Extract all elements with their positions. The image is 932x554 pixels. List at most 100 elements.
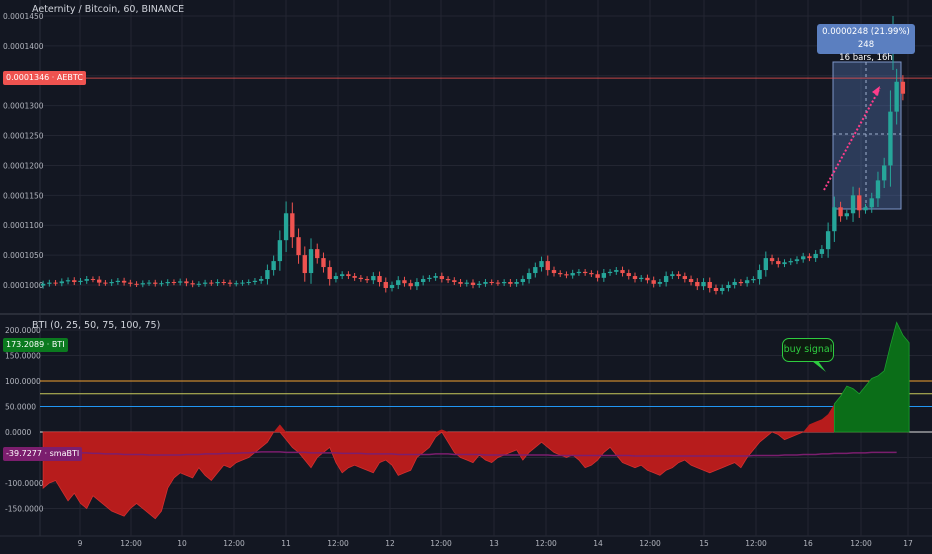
sma-value: -39.7277 xyxy=(6,449,42,458)
candle-body xyxy=(321,258,326,268)
candle-body xyxy=(720,287,725,291)
candle-body xyxy=(888,111,893,166)
time-tick-label: 12:00 xyxy=(120,539,142,548)
measure-arrowhead xyxy=(872,86,880,96)
candle-body xyxy=(763,258,769,271)
candle-body xyxy=(882,165,887,181)
candle-body xyxy=(832,207,837,232)
bti-positive-area xyxy=(43,322,910,432)
candle-body xyxy=(40,283,46,286)
candle-body xyxy=(470,282,476,285)
candle-body xyxy=(97,279,102,283)
time-tick-label: 17 xyxy=(903,539,913,548)
candle-body xyxy=(900,81,906,94)
candle-body xyxy=(221,282,226,284)
candle-body xyxy=(358,277,364,280)
time-tick-label: 12:00 xyxy=(535,539,557,548)
candle-body xyxy=(589,273,594,275)
candle-body xyxy=(258,279,264,281)
time-tick-label: 11 xyxy=(281,539,291,548)
candle-body xyxy=(477,283,482,285)
candle-body xyxy=(72,280,77,283)
candle-body xyxy=(751,279,756,281)
candle-body xyxy=(464,282,469,284)
candle-body xyxy=(290,213,295,238)
candle-body xyxy=(171,282,177,284)
candle-body xyxy=(408,283,413,287)
candle-body xyxy=(389,285,395,288)
bti-tick-label: 200.0000 xyxy=(5,326,41,335)
last-price-symbol: AEBTC xyxy=(56,73,83,82)
time-tick-label: 16 xyxy=(803,539,813,548)
price-tick-label: 0.0001000 xyxy=(3,281,44,290)
candle-body xyxy=(776,261,781,265)
candle-body xyxy=(782,262,787,265)
measure-line1: 0.0000248 (21.99%) 248 xyxy=(822,27,910,50)
time-tick-label: 12:00 xyxy=(745,539,767,548)
candle-body xyxy=(115,280,121,283)
candle-body xyxy=(377,276,382,283)
candle-body xyxy=(744,280,750,284)
candle-body xyxy=(414,282,420,287)
measure-line2: 16 bars, 16h xyxy=(839,53,893,63)
candle-body xyxy=(875,180,881,199)
candle-body xyxy=(252,280,258,283)
candle-body xyxy=(364,279,370,281)
candle-body xyxy=(90,279,96,281)
candle-body xyxy=(339,274,345,277)
candle-body xyxy=(564,274,569,276)
candle-body xyxy=(153,282,158,284)
candle-body xyxy=(651,280,656,284)
candle-body xyxy=(595,274,600,278)
price-tick-label: 0.0001050 xyxy=(3,251,44,260)
candle-body xyxy=(240,282,245,284)
candle-body xyxy=(165,282,170,284)
candle-body xyxy=(383,282,388,288)
candle-body xyxy=(159,283,164,285)
candle-body xyxy=(402,280,407,284)
candle-body xyxy=(190,283,195,285)
candle-body xyxy=(458,282,463,284)
candle-body xyxy=(713,287,719,291)
candle-body xyxy=(508,282,513,284)
candle-body xyxy=(663,276,669,283)
candle-body xyxy=(296,237,301,256)
time-tick-label: 10 xyxy=(177,539,187,548)
candle-body xyxy=(632,276,638,280)
candle-body xyxy=(333,276,339,280)
last-price-value: 0.0001346 xyxy=(6,73,50,82)
candle-body xyxy=(850,195,856,214)
bti-value-tag: 173.2089 · BTI xyxy=(3,338,68,352)
candle-body xyxy=(177,281,183,283)
candle-body xyxy=(308,249,314,274)
price-tick-label: 0.0001400 xyxy=(3,42,44,51)
candle-body xyxy=(271,261,276,271)
price-tick-label: 0.0001150 xyxy=(3,191,44,200)
candle-body xyxy=(607,271,613,274)
candle-body xyxy=(352,276,357,278)
candle-body xyxy=(526,273,532,280)
candle-body xyxy=(47,282,52,284)
candle-body xyxy=(695,282,700,287)
candle-body xyxy=(614,270,619,272)
measure-arrow xyxy=(823,87,881,191)
candle-body xyxy=(109,282,114,284)
candle-body xyxy=(520,279,526,283)
candle-body xyxy=(202,282,208,284)
candle-body xyxy=(788,261,793,263)
bti-negative-area xyxy=(42,431,910,520)
candle-body xyxy=(894,81,899,112)
candle-body xyxy=(757,270,762,280)
candle-body xyxy=(732,282,737,285)
candle-body xyxy=(445,279,451,281)
candle-body xyxy=(128,282,133,284)
candle-body xyxy=(794,259,800,262)
bti-label: BTI xyxy=(51,340,65,349)
candle-body xyxy=(857,195,862,211)
candle-body xyxy=(427,277,432,280)
time-tick-label: 14 xyxy=(593,539,603,548)
bti-tick-label: 50.0000 xyxy=(5,403,36,412)
candle-body xyxy=(277,240,283,262)
